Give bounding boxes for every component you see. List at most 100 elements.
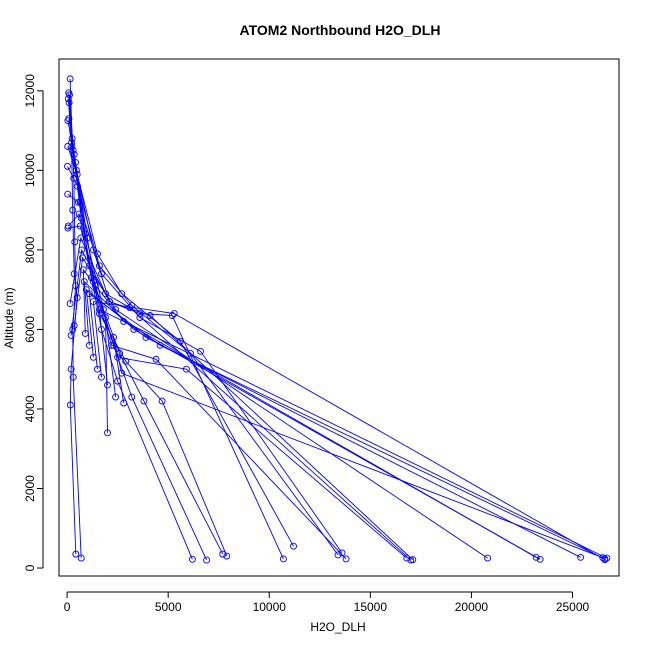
- data-point: [409, 556, 417, 564]
- data-point: [77, 234, 85, 242]
- data-point: [197, 347, 204, 355]
- y-axis: 0 2000 4000 6000 8000 10000 12000: [23, 74, 44, 571]
- data-point: [338, 549, 346, 557]
- data-point: [65, 99, 73, 107]
- data-point: [67, 365, 75, 373]
- data-point: [74, 182, 82, 190]
- data-point: [128, 393, 136, 401]
- series-line-12: [67, 225, 407, 559]
- series-layer: [64, 75, 611, 564]
- data-point: [98, 373, 105, 381]
- data-point: [67, 331, 75, 339]
- data-point: [106, 298, 113, 306]
- series-line-14: [70, 248, 414, 561]
- data-point: [74, 198, 82, 206]
- data-point: [64, 143, 72, 150]
- data-point: [85, 290, 93, 298]
- data-point: [71, 238, 79, 246]
- y-axis-label: Altitude (m): [2, 287, 16, 348]
- data-point: [122, 357, 130, 365]
- data-point: [342, 555, 350, 563]
- data-point: [104, 429, 111, 437]
- data-point: [146, 312, 154, 319]
- y-tick-label: 0: [23, 564, 37, 571]
- data-point: [104, 381, 111, 389]
- data-point: [79, 254, 86, 262]
- data-point: [158, 397, 166, 405]
- data-point: [66, 75, 74, 83]
- x-tick-label: 15000: [354, 600, 388, 614]
- x-axis-label: H2O_DLH: [310, 620, 365, 634]
- data-point: [188, 555, 196, 563]
- y-tick-label: 4000: [23, 395, 37, 422]
- y-tick-label: 8000: [23, 236, 37, 263]
- data-point: [110, 333, 118, 341]
- data-point: [532, 553, 540, 561]
- series-line-3: [67, 98, 193, 560]
- data-point: [120, 399, 128, 407]
- series-line-16: [82, 268, 537, 558]
- series-line-8: [67, 146, 294, 547]
- data-point: [66, 91, 73, 99]
- data-point: [72, 550, 80, 558]
- data-point: [69, 373, 77, 381]
- data-point: [64, 190, 72, 198]
- x-tick-label: 20000: [455, 600, 489, 614]
- data-point: [64, 224, 72, 232]
- series-line-19: [88, 292, 605, 560]
- data-point: [77, 554, 85, 562]
- series-line-22: [105, 317, 117, 433]
- data-point: [279, 555, 287, 563]
- data-point: [170, 310, 178, 317]
- chart-title: ATOM2 Northbound H2O_DLH: [240, 22, 441, 38]
- data-point: [484, 554, 492, 562]
- x-tick-label: 25000: [556, 600, 590, 614]
- data-point: [70, 322, 78, 329]
- data-point: [599, 554, 607, 562]
- data-point: [152, 355, 160, 363]
- data-point: [577, 553, 585, 561]
- data-point: [203, 556, 211, 564]
- data-point: [102, 314, 109, 321]
- data-point: [91, 282, 99, 290]
- series-line-20: [92, 301, 606, 561]
- x-tick-label: 10000: [253, 600, 287, 614]
- series-line-23: [113, 337, 603, 559]
- data-point: [80, 278, 88, 286]
- data-point: [334, 551, 342, 559]
- data-point: [182, 365, 190, 373]
- y-tick-label: 12000: [23, 74, 37, 108]
- data-point: [89, 298, 97, 306]
- data-point: [72, 166, 80, 174]
- data-point: [95, 306, 103, 313]
- data-point: [603, 554, 611, 562]
- data-point: [186, 349, 194, 357]
- x-tick-label: 5000: [155, 600, 182, 614]
- data-point: [66, 300, 74, 308]
- data-point: [64, 162, 71, 170]
- series-line-2: [68, 92, 78, 555]
- data-point: [79, 266, 87, 274]
- series-line-9: [67, 166, 339, 556]
- data-point: [64, 117, 72, 125]
- plot-frame: [58, 58, 620, 577]
- data-point: [69, 206, 77, 214]
- data-point: [73, 170, 81, 178]
- data-point: [76, 222, 84, 230]
- series-line-21: [98, 308, 608, 559]
- series-line-17: [83, 280, 541, 560]
- x-axis: 0 5000 10000 15000 20000 25000: [64, 591, 590, 614]
- data-point: [403, 554, 411, 562]
- data-point: [78, 246, 86, 254]
- y-tick-label: 10000: [23, 153, 37, 187]
- y-tick-label: 2000: [23, 475, 37, 502]
- data-point: [112, 393, 120, 401]
- data-point: [290, 542, 297, 550]
- series-line-15: [73, 256, 488, 559]
- data-point: [140, 397, 148, 405]
- data-point: [223, 552, 231, 560]
- data-point: [168, 312, 176, 319]
- data-point: [64, 95, 72, 103]
- data-point: [66, 401, 74, 409]
